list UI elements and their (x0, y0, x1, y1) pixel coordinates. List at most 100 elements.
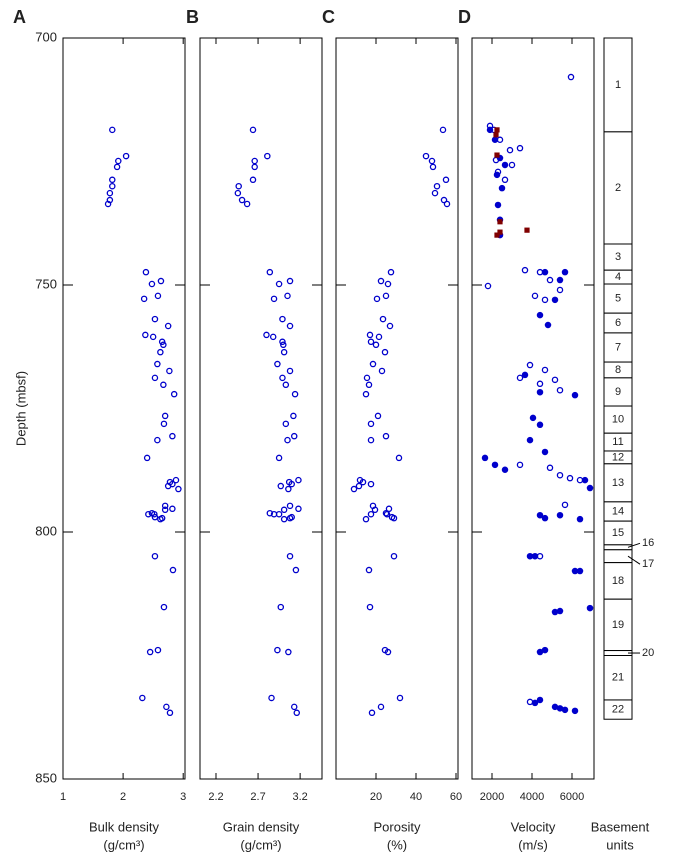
data-point (541, 296, 549, 304)
data-point (373, 295, 381, 303)
data-point (275, 454, 283, 462)
data-point (109, 176, 116, 184)
data-point (544, 321, 552, 329)
x-tick-label: 2.2 (208, 791, 223, 803)
data-point (160, 420, 168, 428)
data-point (169, 432, 176, 440)
data-point (280, 506, 288, 514)
unit-label: 7 (615, 341, 621, 353)
unit-label: 4 (615, 271, 621, 283)
data-point (142, 331, 149, 339)
plot-frame (335, 37, 459, 780)
data-point (529, 414, 537, 422)
data-point (140, 295, 148, 303)
data-point (266, 268, 274, 276)
data-point (395, 454, 403, 462)
data-point (263, 331, 270, 339)
data-point (122, 152, 130, 160)
x-axis-label: Porosity (374, 819, 421, 834)
data-point (501, 161, 509, 169)
data-point (541, 514, 549, 522)
data-point (104, 200, 112, 208)
data-point (536, 696, 544, 704)
data-point (243, 200, 251, 208)
data-point (486, 126, 494, 134)
unit-box (603, 37, 633, 133)
data-point (497, 219, 503, 225)
data-point (367, 480, 375, 488)
x-axis-label: (g/cm³) (240, 837, 281, 852)
data-point (561, 501, 569, 509)
data-point (292, 566, 300, 574)
unit-label: 1 (615, 79, 621, 91)
data-point (295, 505, 302, 513)
data-point (556, 386, 564, 394)
data-point (113, 163, 121, 171)
data-point (581, 476, 589, 484)
data-point (516, 461, 524, 469)
unit-box (603, 405, 633, 434)
x-tick-label: 20 (370, 791, 382, 803)
data-point (493, 171, 501, 179)
data-point (375, 333, 383, 341)
data-point (279, 374, 286, 382)
unit-label: 2 (615, 182, 621, 194)
data-point (290, 412, 297, 420)
data-point (390, 552, 398, 560)
data-point (571, 391, 579, 399)
unit-label: 18 (612, 575, 624, 587)
data-point (377, 277, 385, 285)
data-point (172, 476, 180, 484)
data-point (379, 315, 387, 323)
data-point (266, 509, 274, 517)
data-point (268, 694, 275, 702)
data-point (284, 292, 291, 300)
data-point (293, 709, 301, 717)
data-point (556, 286, 564, 294)
data-point (154, 646, 162, 654)
data-point (286, 367, 294, 375)
data-point (561, 706, 569, 714)
data-point (161, 412, 169, 420)
unit-box (603, 549, 633, 564)
data-point (142, 268, 150, 276)
data-point (566, 474, 574, 482)
data-point (290, 703, 298, 711)
data-point (368, 709, 376, 717)
data-point (556, 511, 564, 519)
data-point (541, 366, 549, 374)
data-point (541, 448, 549, 456)
x-axis-label: (g/cm³) (103, 837, 144, 852)
data-point (433, 182, 441, 190)
panel-label: A (13, 7, 26, 27)
data-point (365, 381, 373, 389)
data-point (491, 461, 499, 469)
data-point (285, 648, 292, 656)
data-point (428, 157, 436, 165)
data-point (551, 296, 559, 304)
data-point (160, 381, 167, 389)
unit-label: 13 (612, 477, 624, 489)
data-point (546, 464, 554, 472)
data-point (161, 506, 169, 514)
data-point (160, 603, 168, 611)
data-point (270, 295, 278, 303)
data-point (164, 482, 172, 490)
data-point (526, 361, 534, 369)
data-point (372, 341, 380, 349)
data-point (151, 552, 159, 560)
data-point (275, 280, 283, 288)
data-point (429, 163, 437, 171)
unit-box (603, 131, 633, 245)
x-tick-label: 2.7 (250, 791, 265, 803)
data-point (484, 282, 492, 290)
data-point (163, 703, 170, 711)
data-point (157, 277, 165, 285)
panel-label: D (458, 7, 471, 27)
data-point (286, 322, 294, 330)
unit-box (603, 699, 633, 720)
unit-label: 19 (612, 619, 624, 631)
data-point (143, 454, 151, 462)
data-point (531, 292, 539, 300)
data-point (576, 567, 584, 575)
